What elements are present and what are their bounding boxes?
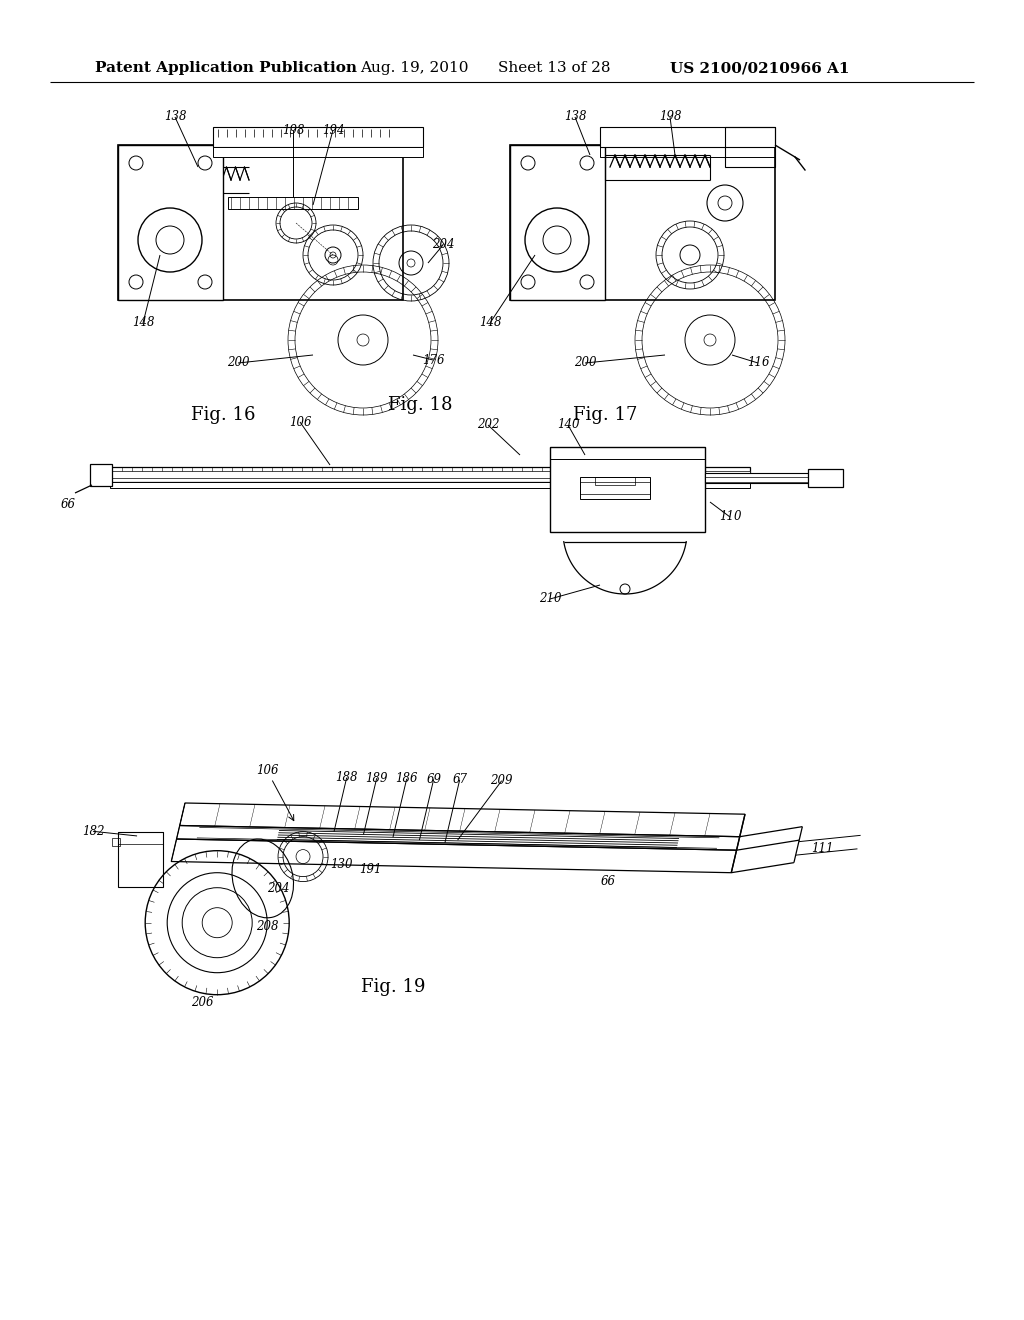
Text: Fig. 17: Fig. 17 <box>572 407 637 424</box>
Text: 67: 67 <box>453 774 467 787</box>
Bar <box>118 145 223 300</box>
Text: Patent Application Publication: Patent Application Publication <box>95 61 357 75</box>
Text: Sheet 13 of 28: Sheet 13 of 28 <box>498 61 610 75</box>
Text: 191: 191 <box>359 863 382 875</box>
Bar <box>510 145 605 300</box>
Text: 188: 188 <box>336 771 358 784</box>
Bar <box>725 127 775 168</box>
Bar <box>213 147 423 157</box>
Text: 138: 138 <box>164 111 186 124</box>
Text: US 2100/0210966 A1: US 2100/0210966 A1 <box>670 61 850 75</box>
Text: 148: 148 <box>479 317 502 330</box>
Text: Fig. 18: Fig. 18 <box>388 396 453 414</box>
Bar <box>118 145 403 300</box>
Text: Aug. 19, 2010: Aug. 19, 2010 <box>360 61 469 75</box>
Text: 116: 116 <box>746 356 769 370</box>
Text: 182: 182 <box>82 825 104 838</box>
Text: 204: 204 <box>267 882 290 895</box>
Bar <box>110 471 750 478</box>
Bar <box>118 832 163 843</box>
Bar <box>510 145 775 300</box>
Text: 202: 202 <box>477 418 500 432</box>
Bar <box>213 127 423 147</box>
Text: 130: 130 <box>330 858 352 871</box>
Bar <box>550 447 705 532</box>
Bar <box>580 482 650 494</box>
Bar <box>110 467 750 482</box>
Text: 200: 200 <box>573 356 596 370</box>
Bar <box>112 838 120 846</box>
Text: 106: 106 <box>289 416 311 429</box>
Bar <box>595 477 635 484</box>
Text: 198: 198 <box>658 111 681 124</box>
Text: Fig. 16: Fig. 16 <box>190 407 255 424</box>
Bar <box>600 127 775 147</box>
Bar <box>90 465 112 486</box>
Text: 110: 110 <box>719 511 741 524</box>
Text: 204: 204 <box>432 239 455 252</box>
Text: 186: 186 <box>395 772 418 785</box>
Bar <box>705 477 810 482</box>
Text: 206: 206 <box>190 997 213 1010</box>
Text: 176: 176 <box>422 354 444 367</box>
Text: 66: 66 <box>60 499 76 511</box>
Text: 138: 138 <box>564 111 587 124</box>
Text: 198: 198 <box>282 124 304 136</box>
Text: 194: 194 <box>322 124 344 136</box>
Bar <box>228 197 358 209</box>
Text: 208: 208 <box>256 920 279 933</box>
Text: 69: 69 <box>426 772 441 785</box>
Bar <box>110 482 750 488</box>
Text: 66: 66 <box>601 875 616 888</box>
Bar <box>118 832 163 887</box>
Text: 200: 200 <box>226 356 249 370</box>
Bar <box>808 469 843 487</box>
Text: Fig. 19: Fig. 19 <box>360 978 425 995</box>
Text: 111: 111 <box>811 842 834 854</box>
Bar <box>580 477 650 499</box>
Text: 210: 210 <box>539 593 561 606</box>
Text: 106: 106 <box>257 764 280 777</box>
Text: 209: 209 <box>490 775 513 787</box>
Text: 140: 140 <box>557 418 580 432</box>
Text: 148: 148 <box>132 317 155 330</box>
Text: 189: 189 <box>366 772 388 784</box>
Bar <box>600 147 775 157</box>
Bar <box>550 447 705 459</box>
Bar <box>705 473 810 483</box>
